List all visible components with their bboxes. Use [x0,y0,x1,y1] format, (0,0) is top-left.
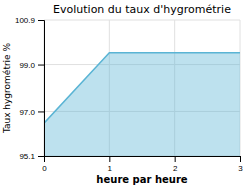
tick-mark [38,111,44,112]
chart: 0 1 2 3 95.1 97.0 99.0 100.9 Evolution du taux d… [0,0,250,188]
tick-mark [109,156,110,162]
x-axis-title: heure par heure [96,174,187,185]
tick: 100.9 [15,16,44,25]
tick: 2 [173,156,178,173]
tick: 97.0 [19,108,44,117]
x-axis: 0 1 2 3 [42,156,243,173]
tick: 99.0 [19,61,44,70]
tick-mark [240,156,241,162]
grid [44,20,240,156]
tick-label: 95.1 [19,152,35,161]
area [44,53,240,156]
tick-mark [38,156,44,157]
tick: 95.1 [19,152,44,161]
axis-line [38,21,45,157]
y-axis-title: Taux hygrométrie % [2,42,12,134]
tick-label: 97.0 [19,108,35,117]
tick: 3 [238,156,243,173]
tick-label: 0 [42,164,47,173]
axis-line [45,157,241,163]
tick-label: 2 [173,164,178,173]
tick: 0 [42,156,47,173]
tick-mark [175,156,176,162]
marks [44,53,240,156]
grid-line [44,20,240,21]
tick: 1 [108,156,113,173]
tick-label: 3 [238,164,243,173]
y-axis: 95.1 97.0 99.0 100.9 [15,16,45,161]
tick-mark [38,65,44,66]
tick-label: 99.0 [19,61,35,70]
tick-label: 1 [108,164,113,173]
tick-mark [38,20,44,21]
title: Evolution du taux d'hygrométrie [53,3,231,16]
tick-label: 100.9 [15,16,36,25]
plot: 0 1 2 3 95.1 97.0 99.0 100.9 [15,16,243,173]
line [44,53,240,123]
